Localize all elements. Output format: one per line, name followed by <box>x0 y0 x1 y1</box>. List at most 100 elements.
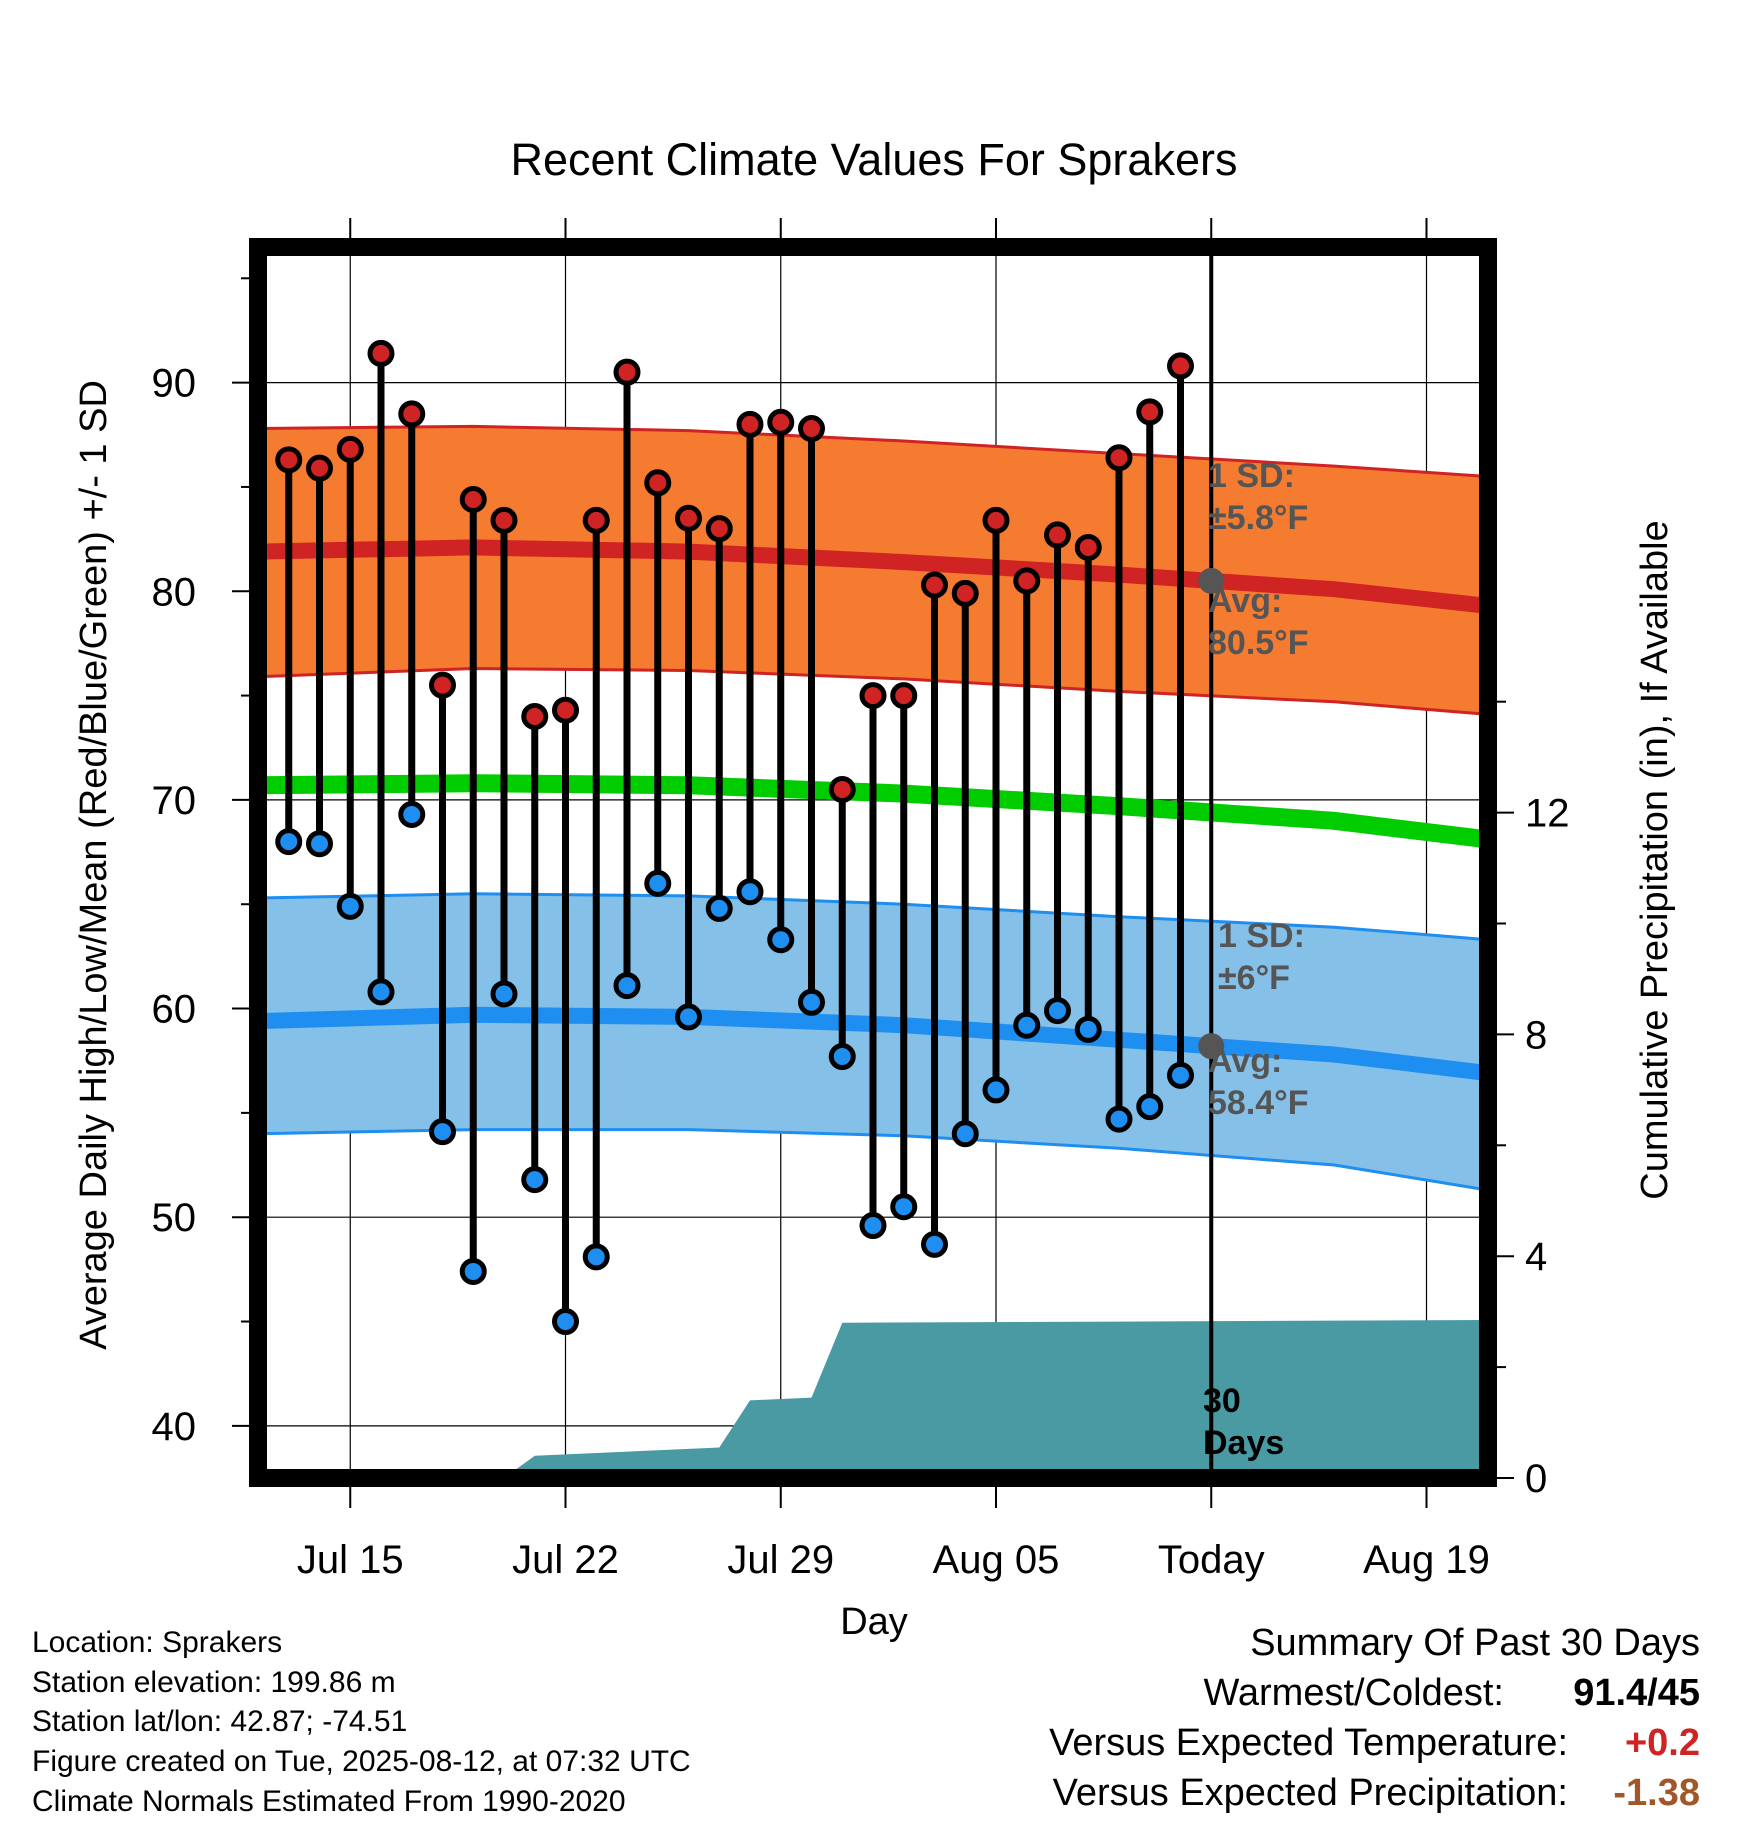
precipitation-area <box>258 1320 1488 1478</box>
daily-high-point <box>1013 567 1041 595</box>
daily-low-point <box>613 972 641 1000</box>
y-tick-label: 60 <box>152 988 197 1032</box>
high-sd-annotation: 1 SD: ±5.8°F <box>1208 457 1308 537</box>
daily-low-point <box>644 869 672 897</box>
daily-high-point <box>890 682 918 710</box>
daily-high-point <box>1105 444 1133 472</box>
daily-high-point <box>767 408 795 436</box>
daily-high-point <box>398 400 426 428</box>
daily-low-point <box>1105 1105 1133 1133</box>
daily-high-point <box>644 469 672 497</box>
daily-high-point <box>490 506 518 534</box>
daily-low-point <box>1136 1093 1164 1121</box>
precip-vs-expected-value: -1.38 <box>1613 1772 1700 1814</box>
y-tick-label: 50 <box>152 1196 197 1240</box>
daily-low-point <box>275 828 303 856</box>
daily-low-point <box>951 1120 979 1148</box>
daily-low-point <box>459 1257 487 1285</box>
y-axis-label: Average Daily High/Low/Mean (Red/Blue/Gr… <box>73 380 115 1350</box>
daily-high-point <box>982 506 1010 534</box>
daily-high-point <box>736 410 764 438</box>
created-text: Figure created on Tue, 2025-08-12, at 07… <box>32 1745 691 1778</box>
daily-low-point <box>552 1308 579 1336</box>
y-tick-label: 40 <box>152 1405 197 1449</box>
daily-high-point <box>798 415 825 443</box>
temp-vs-expected-label: Versus Expected Temperature: <box>1049 1722 1568 1764</box>
warmest-value: 91.4/45 <box>1573 1672 1700 1714</box>
daily-high-point <box>367 339 395 367</box>
daily-low-point <box>306 830 333 858</box>
y2-axis-label: Cumulative Precipitation (in), If Availa… <box>1634 520 1676 1199</box>
daily-high-point <box>859 682 887 710</box>
high-sd-band-upper-edge <box>258 424 1488 478</box>
warmest-label: Warmest/Coldest: <box>1203 1672 1504 1714</box>
today-low-avg-marker <box>1198 1033 1225 1060</box>
daily-low-point <box>890 1193 918 1221</box>
today-high-avg-marker <box>1198 567 1225 594</box>
x-tick-label: Today <box>1158 1538 1265 1582</box>
daily-high-point <box>951 579 979 607</box>
daily-high-point <box>521 702 549 730</box>
low-avg-annotation: Avg: 58.4°F <box>1208 1042 1309 1122</box>
daily-low-point <box>767 926 795 954</box>
plot-area <box>258 247 1488 1478</box>
daily-high-point <box>1136 398 1164 426</box>
x-tick-label: Aug 19 <box>1363 1538 1490 1582</box>
days-annotation: 30 Days <box>1203 1382 1284 1462</box>
y2-tick-label: 4 <box>1525 1235 1547 1279</box>
daily-low-point <box>367 978 395 1006</box>
daily-low-point <box>1044 997 1071 1025</box>
low-sd-annotation: 1 SD: ±6°F <box>1218 917 1305 997</box>
x-tick-label: Jul 22 <box>512 1538 619 1582</box>
chart-title: Recent Climate Values For Sprakers <box>511 134 1238 185</box>
y-tick-label: 80 <box>152 570 197 614</box>
daily-high-point <box>705 515 733 543</box>
y-tick-label: 70 <box>152 779 197 823</box>
daily-high-point <box>336 435 364 463</box>
temp-vs-expected-value: +0.2 <box>1624 1722 1700 1764</box>
x-tick-label: Aug 05 <box>933 1538 1060 1582</box>
daily-low-point <box>490 980 518 1008</box>
daily-high-point <box>613 358 641 386</box>
daily-high-point <box>921 571 948 599</box>
daily-high-point <box>429 671 456 699</box>
daily-low-point <box>798 988 825 1016</box>
summary-title: Summary Of Past 30 Days <box>1250 1622 1700 1664</box>
daily-low-point <box>1074 1015 1102 1043</box>
location-text: Location: Sprakers <box>32 1626 283 1659</box>
daily-high-point <box>459 485 487 513</box>
high-avg-annotation: Avg: 80.5°F <box>1208 582 1309 662</box>
daily-high-point <box>552 696 579 724</box>
daily-low-point <box>982 1076 1010 1104</box>
daily-low-point <box>582 1243 610 1271</box>
daily-low-point <box>398 801 426 829</box>
daily-high-point <box>306 454 333 482</box>
daily-low-point <box>675 1003 702 1031</box>
daily-high-point <box>275 446 303 474</box>
x-tick-label: Jul 15 <box>297 1538 404 1582</box>
plot-frame <box>249 238 1497 1487</box>
daily-high-point <box>1074 533 1102 561</box>
elevation-text: Station elevation: 199.86 m <box>32 1666 396 1699</box>
daily-high-point <box>1167 352 1194 380</box>
daily-low-point <box>736 878 764 906</box>
daily-low-point <box>521 1166 549 1194</box>
daily-low-point <box>429 1118 456 1146</box>
x-tick-label: Jul 29 <box>727 1538 834 1582</box>
y2-tick-label: 0 <box>1525 1457 1547 1501</box>
latlon-text: Station lat/lon: 42.87; -74.51 <box>32 1705 408 1738</box>
daily-low-point <box>921 1230 948 1258</box>
daily-high-point <box>1044 521 1071 549</box>
daily-high-point <box>828 775 856 803</box>
daily-low-point <box>1013 1011 1041 1039</box>
y2-tick-label: 8 <box>1525 1013 1547 1057</box>
normals-text: Climate Normals Estimated From 1990-2020 <box>32 1785 626 1818</box>
precip-vs-expected-label: Versus Expected Precipitation: <box>1052 1772 1568 1814</box>
daily-high-point <box>675 504 702 532</box>
daily-low-point <box>1167 1061 1194 1089</box>
high-sd-band <box>258 426 1488 715</box>
x-axis-label: Day <box>840 1601 908 1643</box>
daily-low-point <box>859 1212 887 1240</box>
daily-high-point <box>582 506 610 534</box>
